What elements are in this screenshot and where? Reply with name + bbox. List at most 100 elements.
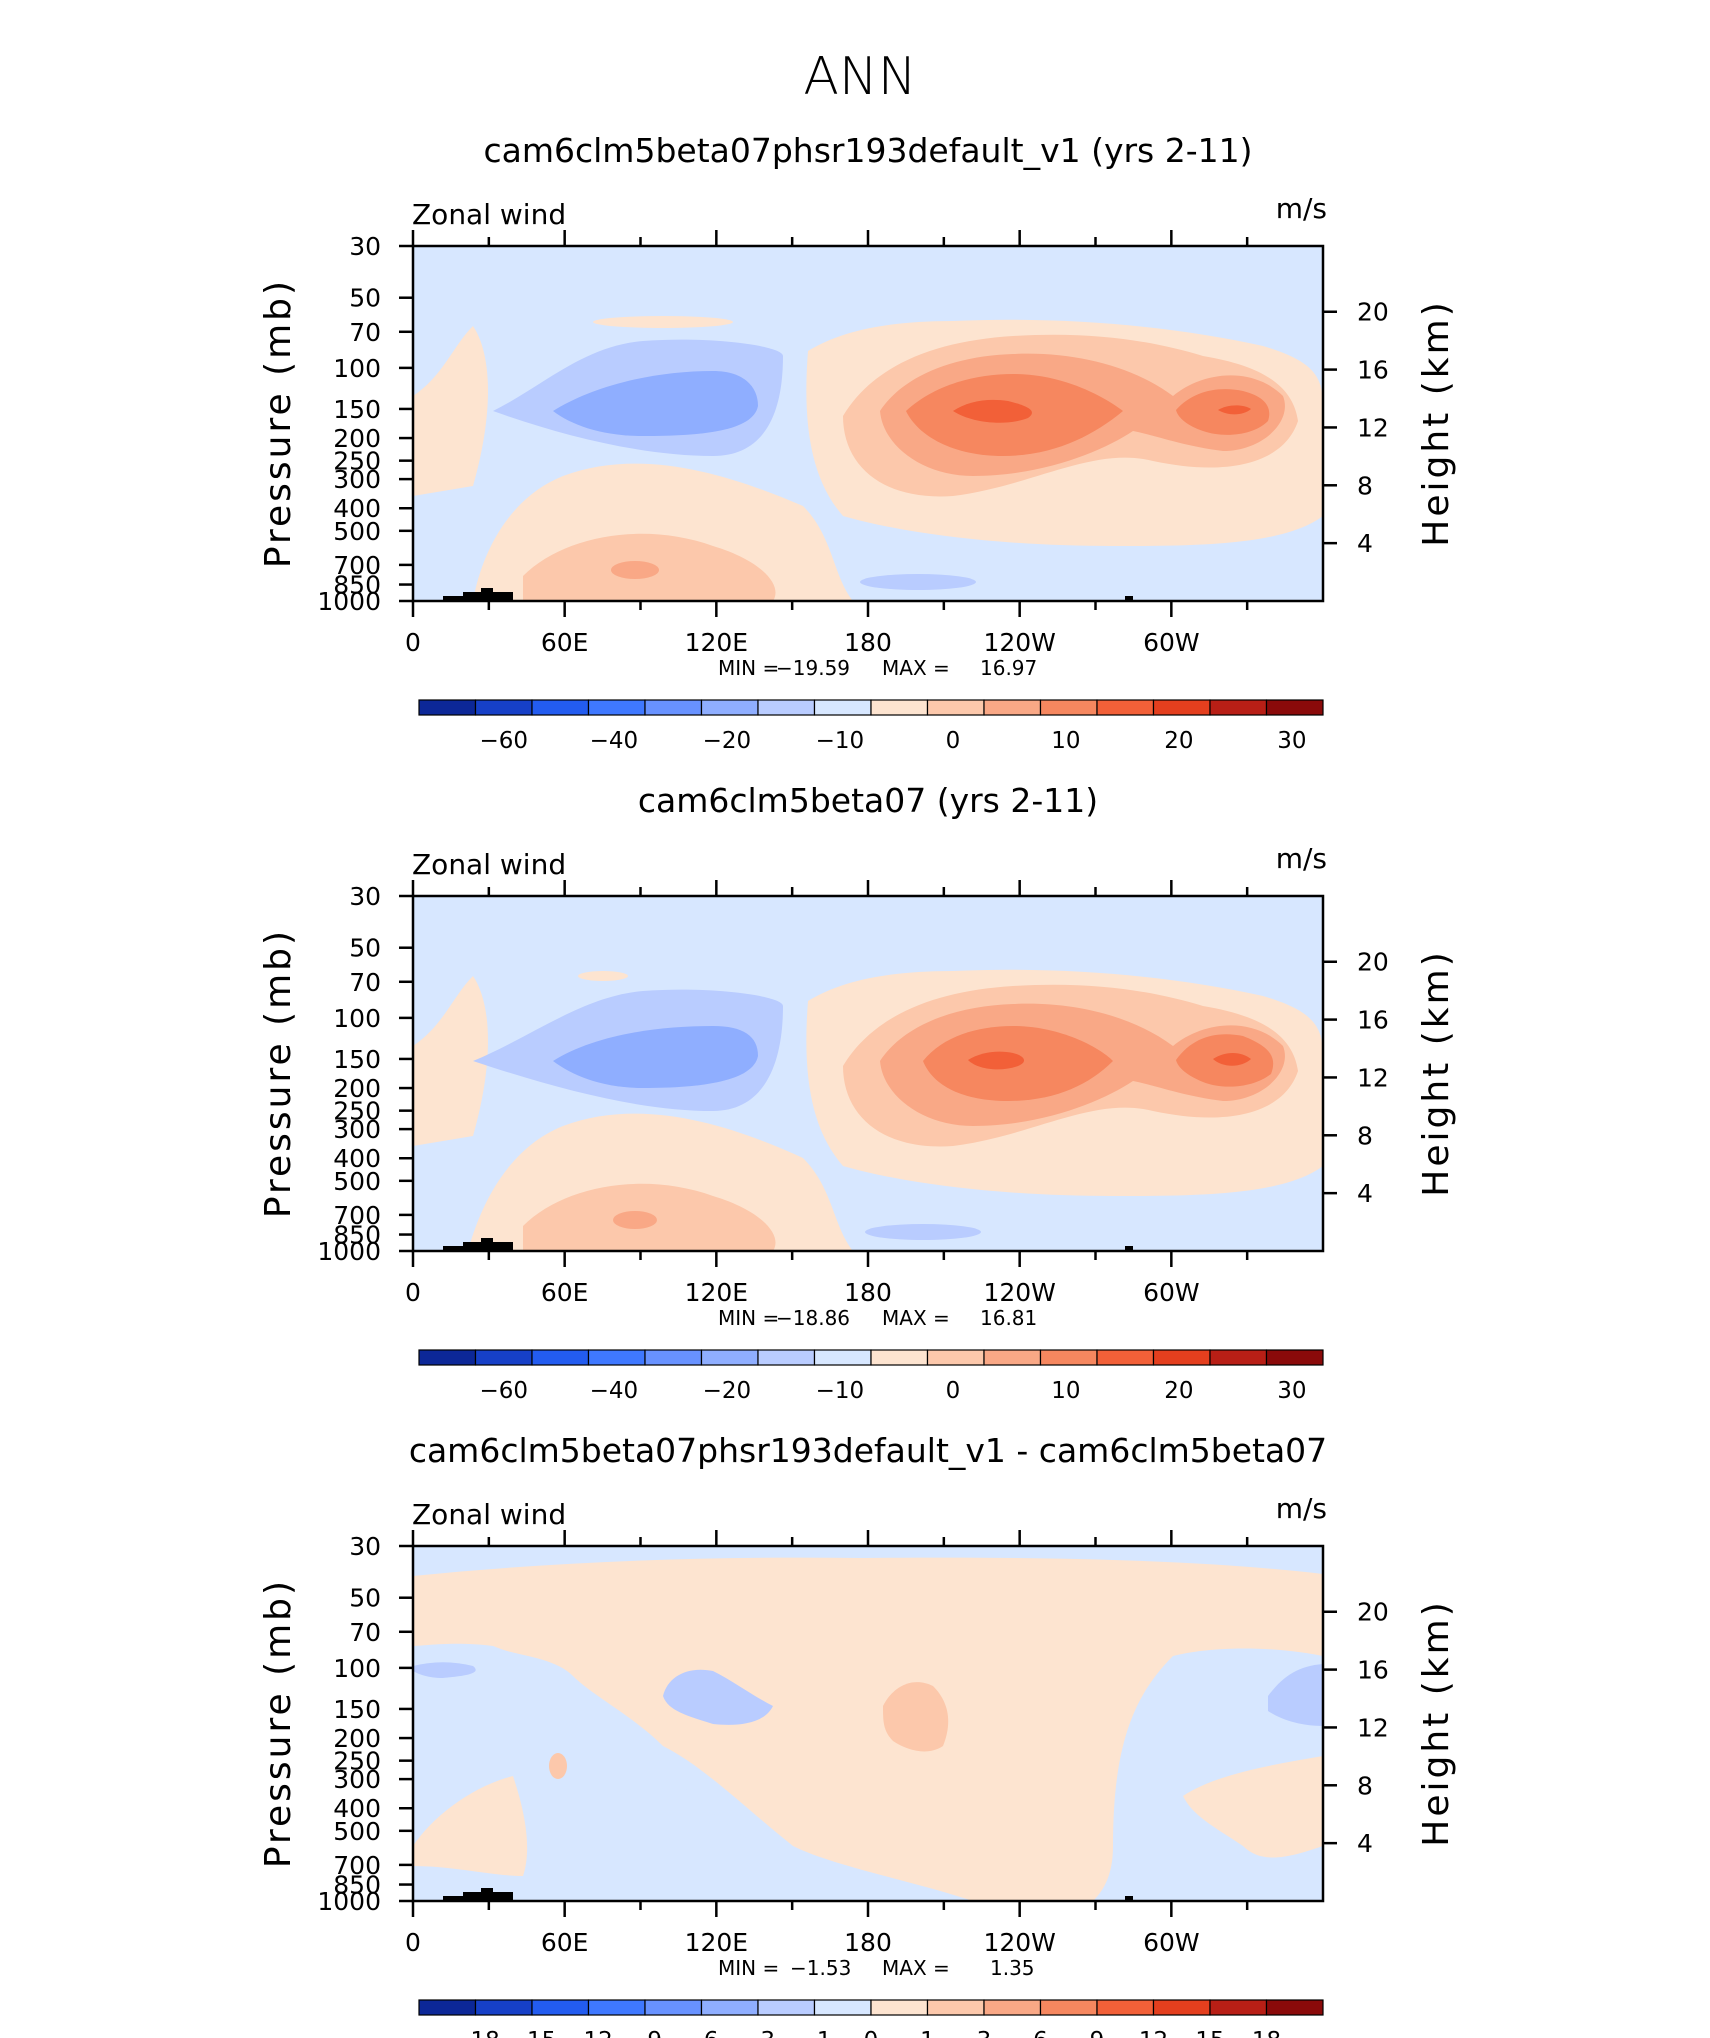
panel-3-colorbar-label: 0 — [864, 2028, 879, 2038]
panel-1-colorbar-swatch — [926, 699, 985, 716]
panel-3-colorbar-label: 1 — [920, 2028, 935, 2038]
panel-3-units: m/s — [1276, 1492, 1327, 1525]
panel-3-colorbar-swatch — [474, 1999, 533, 2016]
panel-2-colorbar-swatch — [1265, 1349, 1324, 1366]
panel-3-contour-positive-lower-left — [413, 1776, 528, 1876]
panel-2-colorbar-label: −10 — [816, 1378, 865, 1404]
panel-3-y-tick-label: 300 — [333, 1765, 381, 1794]
panel-2-height-tick-label: 4 — [1357, 1179, 1373, 1208]
panel-3-x-tick-label: 180 — [844, 1928, 892, 1957]
panel-2-y-tick-label: 250 — [333, 1097, 381, 1126]
panel-3-colorbar-label: 6 — [1033, 2028, 1048, 2038]
panel-3-colorbar-swatch — [813, 1999, 872, 2016]
panel-1-height-tick-label: 4 — [1357, 529, 1373, 558]
panel-1-ylabel-right: Height (km) — [1416, 299, 1457, 546]
panel-2-contour-upper-blob — [578, 971, 628, 981]
panel-3-colorbar-swatch — [1096, 1999, 1155, 2016]
panel-1-colorbar-swatch — [587, 699, 646, 716]
panel-3-topography — [443, 1888, 513, 1901]
panel-2-colorbar-swatch — [1039, 1349, 1098, 1366]
panel-1-max-value: 16.97 — [980, 656, 1037, 680]
panel-3-colorbar-label: 15 — [1195, 2028, 1224, 2038]
panel-2-y-tick-label: 50 — [349, 934, 381, 963]
panel-1-x-tick-label: 60W — [1143, 628, 1200, 657]
panel-3-colorbar-swatch — [870, 1999, 929, 2016]
panel-3-colorbar-label: −6 — [685, 2028, 719, 2038]
panel-1-x-tick-label: 0 — [405, 628, 421, 657]
panel-2-units: m/s — [1276, 842, 1327, 875]
panel-3-colorbar-swatch — [926, 1999, 985, 2016]
panel-1-y-tick-label: 1000 — [317, 587, 381, 616]
panel-1-x-tick-label: 180 — [844, 628, 892, 657]
panel-3-height-tick-label: 20 — [1357, 1598, 1389, 1627]
panel-1-colorbar-swatch — [1209, 699, 1268, 716]
panel-3-y-tick-label: 150 — [333, 1695, 381, 1724]
panel-3-ylabel-left: Pressure (mb) — [258, 1578, 299, 1868]
panel-3-colorbar-swatch — [587, 1999, 646, 2016]
panel-1-colorbar: −60 −40 −20 −10 0 10 20 30 — [418, 699, 1324, 754]
panel-2-colorbar-label: 0 — [946, 1378, 961, 1404]
panel-2-height-tick-label: 16 — [1357, 1006, 1389, 1035]
panel-3-max-label: MAX = — [882, 1956, 950, 1980]
panel-1: cam6clm5beta07phsr193default_v1 (yrs 2-1… — [258, 131, 1457, 754]
panel-2-colorbar-swatch — [587, 1349, 646, 1366]
panel-3-colorbar-swatch — [1265, 1999, 1324, 2016]
panel-3-y-tick-label: 500 — [333, 1817, 381, 1846]
panel-1-y-tick-label: 300 — [333, 465, 381, 494]
panel-3-contour-pos-patch-small — [549, 1753, 567, 1779]
panel-3-height-tick-label: 12 — [1357, 1713, 1389, 1742]
panel-1-y-tick-label: 700 — [333, 551, 381, 580]
figure-suptitle: ANN — [803, 47, 916, 107]
panel-3-y-tick-label: 50 — [349, 1584, 381, 1613]
panel-2-title: cam6clm5beta07 (yrs 2-11) — [638, 781, 1098, 820]
panel-2-colorbar-label: −40 — [590, 1378, 639, 1404]
panel-1-height-tick-label: 12 — [1357, 413, 1389, 442]
panel-3-y-tick-label: 250 — [333, 1747, 381, 1776]
panel-3-colorbar-label: −3 — [741, 2028, 775, 2038]
panel-1-contour-upper-blob — [593, 316, 733, 328]
panel-3-contour-positive-lower-right — [1183, 1756, 1323, 1858]
panel-1-contour-low-easterly — [860, 574, 976, 590]
panel-2-contour-low-easterly — [865, 1224, 981, 1240]
panel-1-y-tick-label: 150 — [333, 395, 381, 424]
panel-3-colorbar-swatch — [418, 1999, 477, 2016]
panel-1-height-tick-label: 20 — [1357, 298, 1389, 327]
panel-2-x-tick-label: 0 — [405, 1278, 421, 1307]
panel-2-height-tick-label: 20 — [1357, 948, 1389, 977]
panel-1-contour-pacific-jet-core — [953, 399, 1032, 423]
panel-2-max-label: MAX = — [882, 1306, 950, 1330]
panel-2-variable: Zonal wind — [412, 848, 566, 881]
panel-1-colorbar-label: 0 — [946, 728, 961, 754]
panel-1-colorbar-label: −60 — [479, 728, 528, 754]
panel-2-y-tick-label: 70 — [349, 968, 381, 997]
panel-3-colorbar: −18 −15 −12 −9 −6 −3 −1 0 1 3 6 9 12 15 18 — [418, 1999, 1324, 2038]
panel-3-y-tick-label: 100 — [333, 1654, 381, 1683]
panel-1-colorbar-swatch — [1039, 699, 1098, 716]
panel-3-colorbar-label: −12 — [564, 2028, 613, 2038]
panel-1-colorbar-label: −20 — [703, 728, 752, 754]
panel-1-colorbar-swatch — [644, 699, 703, 716]
panel-2-contour-pacific-jet-core — [968, 1051, 1025, 1070]
panel-2-topography — [443, 1238, 513, 1251]
panel-1-colorbar-swatch — [474, 699, 533, 716]
panel-3-contour-neg-patch-east — [1268, 1664, 1323, 1726]
panel-2-colorbar-swatch — [531, 1349, 590, 1366]
panel-3-colorbar-swatch — [1152, 1999, 1211, 2016]
panel-2-colorbar-swatch — [474, 1349, 533, 1366]
panel-1-y-tick-label: 70 — [349, 318, 381, 347]
panel-3-y-tick-label: 1000 — [317, 1887, 381, 1916]
panel-2-contour-lower-core — [613, 1211, 657, 1229]
panel-3-x-tick-label: 0 — [405, 1928, 421, 1957]
panel-1-colorbar-swatch — [531, 699, 590, 716]
panel-3-colorbar-swatch — [644, 1999, 703, 2016]
panel-3-height-tick-label: 4 — [1357, 1829, 1373, 1858]
panel-2-colorbar-swatch — [1209, 1349, 1268, 1366]
panel-1-y-tick-label: 400 — [333, 494, 381, 523]
panel-2-colorbar-swatch — [1152, 1349, 1211, 1366]
panel-1-ylabel-left: Pressure (mb) — [258, 278, 299, 568]
panel-1-colorbar-swatch — [1096, 699, 1155, 716]
panel-2-colorbar-swatch — [418, 1349, 477, 1366]
panel-3-x-tick-label: 60E — [541, 1928, 589, 1957]
panel-1-colorbar-label: 20 — [1164, 728, 1193, 754]
